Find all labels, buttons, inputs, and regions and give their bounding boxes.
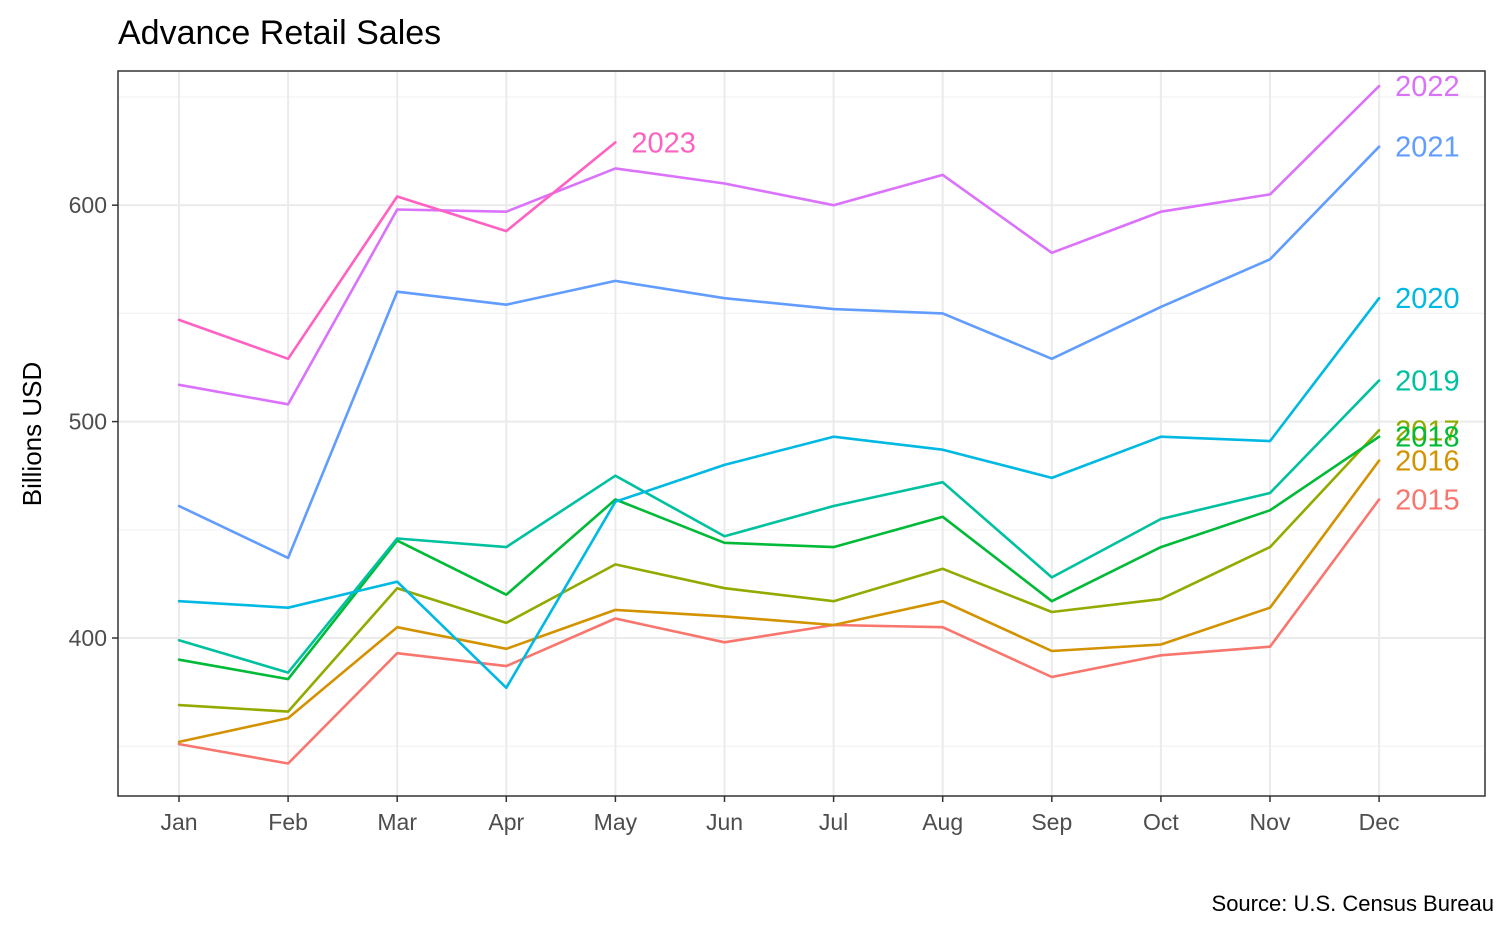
y-tick-label: 400 bbox=[69, 625, 107, 651]
x-tick-label-jan: Jan bbox=[160, 809, 197, 835]
x-tick-label-jul: Jul bbox=[819, 809, 848, 835]
x-tick-label-may: May bbox=[594, 809, 638, 835]
series-label-2016: 2016 bbox=[1395, 446, 1460, 478]
series-label-2023: 2023 bbox=[631, 127, 696, 159]
series-line-2023 bbox=[177, 141, 617, 361]
y-tick-label: 600 bbox=[69, 192, 107, 218]
chart-title: Advance Retail Sales bbox=[118, 14, 441, 52]
series-line-2019 bbox=[177, 379, 1381, 674]
grid bbox=[118, 71, 1485, 796]
series-line-2017 bbox=[177, 428, 1381, 713]
x-tick-label-feb: Feb bbox=[268, 809, 308, 835]
series-label-2018: 2018 bbox=[1395, 422, 1460, 454]
series-label-2021: 2021 bbox=[1395, 132, 1460, 164]
series-label-2022: 2022 bbox=[1395, 71, 1460, 103]
x-tick-label-aug: Aug bbox=[922, 809, 963, 835]
x-tick-label-dec: Dec bbox=[1359, 809, 1400, 835]
y-axis-label: Billions USD bbox=[17, 362, 47, 507]
series-line-2018 bbox=[177, 435, 1381, 681]
series-label-2015: 2015 bbox=[1395, 485, 1460, 517]
series-label-2019: 2019 bbox=[1395, 365, 1460, 397]
series-lines bbox=[177, 84, 1381, 765]
x-tick-label-jun: Jun bbox=[706, 809, 743, 835]
series-label-2017: 2017 bbox=[1395, 415, 1460, 447]
y-tick-label: 500 bbox=[69, 409, 107, 435]
series-line-2022 bbox=[177, 84, 1381, 406]
x-tick-label-oct: Oct bbox=[1143, 809, 1179, 835]
x-tick-label-nov: Nov bbox=[1250, 809, 1291, 835]
plot-panel-border bbox=[117, 70, 1486, 797]
axes: 400 500 600 Jan Feb Mar Apr May Jun Jul Aug Sep Oct N… bbox=[69, 192, 1400, 835]
x-tick-label-sep: Sep bbox=[1031, 809, 1072, 835]
series-line-2020 bbox=[177, 296, 1381, 690]
x-tick-label-mar: Mar bbox=[377, 809, 417, 835]
source-caption: Source: U.S. Census Bureau bbox=[1212, 891, 1494, 916]
x-tick-label-apr: Apr bbox=[488, 809, 524, 835]
series-line-2016 bbox=[177, 459, 1381, 744]
series-line-2015 bbox=[177, 498, 1381, 765]
series-line-2021 bbox=[177, 145, 1381, 560]
series-label-2020: 2020 bbox=[1395, 283, 1460, 315]
